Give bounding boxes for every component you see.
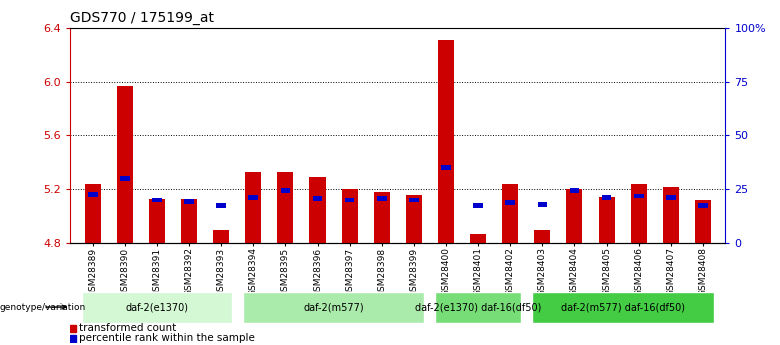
Bar [505,200,515,205]
Bar [345,198,354,203]
Bar [313,196,322,201]
Bar [120,176,129,181]
Bar [406,195,422,243]
Bar [441,165,451,170]
Bar [82,292,232,323]
Bar [374,192,390,243]
Bar [470,234,486,243]
Bar [438,40,454,243]
Bar [695,200,711,243]
Bar [601,195,612,200]
Bar [532,292,714,323]
Bar [569,188,580,193]
Bar [216,203,226,208]
Bar [243,292,424,323]
Bar [598,197,615,243]
Bar [634,194,644,198]
Bar [473,203,483,208]
Bar [666,195,675,200]
Bar [281,188,290,193]
Bar [310,177,325,243]
Text: daf-2(m577): daf-2(m577) [303,302,364,312]
Bar [631,184,647,243]
Bar [213,230,229,243]
Bar [152,198,161,203]
Bar [181,199,197,243]
Bar [377,196,387,201]
Text: transformed count: transformed count [80,323,176,333]
Bar [70,335,76,342]
Bar [435,292,521,323]
Bar [88,193,98,197]
Bar [409,198,419,203]
Bar [245,172,261,243]
Bar [184,199,194,204]
Bar [342,189,358,243]
Bar [149,199,165,243]
Bar [698,203,707,208]
Text: GDS770 / 175199_at: GDS770 / 175199_at [70,11,214,25]
Bar [249,195,258,200]
Bar [278,172,293,243]
Text: daf-2(e1370): daf-2(e1370) [126,302,189,312]
Text: daf-2(m577) daf-16(df50): daf-2(m577) daf-16(df50) [561,302,685,312]
Text: percentile rank within the sample: percentile rank within the sample [80,333,255,343]
Bar [502,184,518,243]
Text: genotype/variation: genotype/variation [0,303,87,312]
Text: daf-2(e1370) daf-16(df50): daf-2(e1370) daf-16(df50) [415,302,541,312]
Bar [70,325,76,332]
Bar [534,230,551,243]
Bar [85,184,101,243]
Bar [663,187,679,243]
Bar [566,189,583,243]
Bar [537,202,547,207]
Bar [117,86,133,243]
